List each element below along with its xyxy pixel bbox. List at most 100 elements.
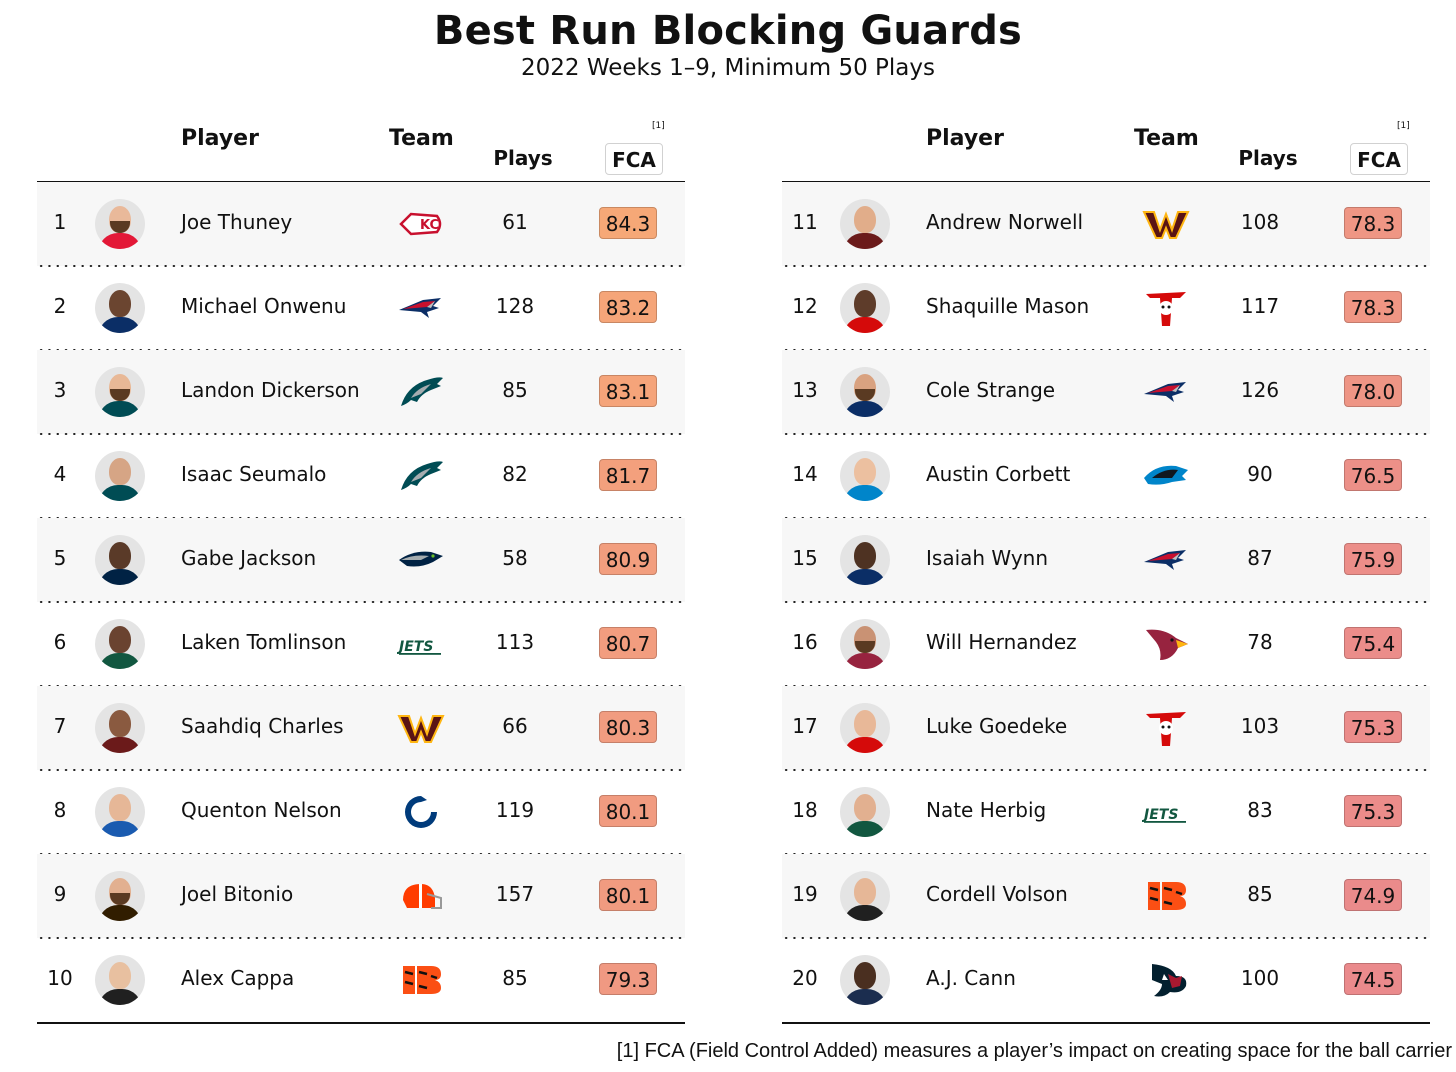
svg-text:JETS: JETS (1142, 807, 1178, 823)
fca-badge: 75.4 (1344, 627, 1402, 659)
rank-cell: 9 (53, 882, 67, 906)
rank-cell: 5 (53, 546, 67, 570)
plays-cell: 108 (1240, 210, 1280, 234)
player-headshot (840, 955, 890, 1005)
plays-cell: 61 (502, 210, 528, 234)
player-name: Isaac Seumalo (181, 462, 327, 486)
player-headshot (840, 619, 890, 669)
row-divider (782, 937, 1430, 939)
player-headshot (840, 535, 890, 585)
header-team: Team (389, 126, 454, 151)
header-fca: FCA (1350, 143, 1408, 175)
player-name: Nate Herbig (926, 798, 1047, 822)
table-row: 11 Andrew Norwell 108 78.3 (782, 182, 1430, 267)
table-row: 2 Michael Onwenu 128 83.2 (37, 266, 685, 351)
player-name: Isaiah Wynn (926, 546, 1049, 570)
player-name: Alex Cappa (181, 966, 295, 990)
fca-badge: 78.3 (1344, 207, 1402, 239)
table-row: 16 Will Hernandez 78 75.4 (782, 602, 1430, 687)
bengals-logo-icon (1142, 876, 1190, 916)
player-headshot (95, 451, 145, 501)
buccaneers-logo-icon (1142, 708, 1190, 748)
rank-cell: 15 (792, 546, 818, 570)
player-headshot (840, 703, 890, 753)
table-row: 7 Saahdiq Charles 66 80.3 (37, 686, 685, 771)
player-name: Will Hernandez (926, 630, 1077, 654)
plays-cell: 119 (495, 798, 535, 822)
fca-badge: 74.9 (1344, 879, 1402, 911)
footnote: [1] FCA (Field Control Added) measures a… (616, 1040, 1452, 1062)
svg-text:KC: KC (420, 218, 439, 233)
fca-badge: 80.1 (599, 879, 657, 911)
texans-logo-icon (1142, 960, 1190, 1000)
fca-badge: 81.7 (599, 459, 657, 491)
player-name: Joe Thuney (181, 210, 293, 234)
rank-cell: 16 (792, 630, 818, 654)
panthers-logo-icon (1142, 456, 1190, 496)
player-name: Shaquille Mason (926, 294, 1090, 318)
player-name: Gabe Jackson (181, 546, 317, 570)
player-headshot (840, 283, 890, 333)
plays-cell: 85 (1247, 882, 1273, 906)
table-row: 13 Cole Strange 126 78.0 (782, 350, 1430, 435)
colts-logo-icon (397, 792, 445, 832)
patriots-logo-icon (1142, 372, 1190, 412)
player-name: Austin Corbett (926, 462, 1071, 486)
eagles-logo-icon (397, 456, 445, 496)
rank-cell: 17 (792, 714, 818, 738)
table-row: 1 Joe Thuney KC 61 84.3 (37, 182, 685, 267)
plays-cell: 126 (1240, 378, 1280, 402)
rank-cell: 7 (53, 714, 67, 738)
header-plays: Plays (493, 146, 553, 170)
table-row: 6 Laken Tomlinson JETS 113 80.7 (37, 602, 685, 687)
plays-cell: 157 (495, 882, 535, 906)
rank-cell: 10 (47, 966, 73, 990)
table-row: 15 Isaiah Wynn 87 75.9 (782, 518, 1430, 603)
row-divider (37, 433, 685, 435)
patriots-logo-icon (1142, 540, 1190, 580)
row-divider (37, 769, 685, 771)
player-headshot (95, 283, 145, 333)
player-headshot (95, 703, 145, 753)
player-name: Michael Onwenu (181, 294, 347, 318)
header-plays: Plays (1238, 146, 1298, 170)
seahawks-logo-icon (397, 540, 445, 580)
player-headshot (95, 955, 145, 1005)
table-bottom-rule (782, 1022, 1430, 1024)
buccaneers-logo-icon (1142, 288, 1190, 328)
table-row: 10 Alex Cappa 85 79.3 (37, 938, 685, 1022)
plays-cell: 85 (502, 378, 528, 402)
player-headshot (840, 871, 890, 921)
row-divider (782, 433, 1430, 435)
commanders-logo-icon (1142, 204, 1190, 244)
player-headshot (840, 787, 890, 837)
fca-badge: 79.3 (599, 963, 657, 995)
table-row: 20 A.J. Cann 100 74.5 (782, 938, 1430, 1022)
table-row: 12 Shaquille Mason 117 78.3 (782, 266, 1430, 351)
fca-badge: 78.3 (1344, 291, 1402, 323)
player-name: Cole Strange (926, 378, 1056, 402)
fca-badge: 78.0 (1344, 375, 1402, 407)
jets-logo-icon: JETS (396, 624, 445, 664)
rank-cell: 2 (53, 294, 67, 318)
fca-badge: 80.3 (599, 711, 657, 743)
plays-cell: 85 (502, 966, 528, 990)
table-row: 14 Austin Corbett 90 76.5 (782, 434, 1430, 519)
row-divider (782, 769, 1430, 771)
fca-badge: 76.5 (1344, 459, 1402, 491)
fca-badge: 80.7 (599, 627, 657, 659)
patriots-logo-icon (397, 288, 445, 328)
fca-badge: 83.1 (599, 375, 657, 407)
rank-cell: 19 (792, 882, 818, 906)
player-name: Quenton Nelson (181, 798, 342, 822)
player-name: Andrew Norwell (926, 210, 1084, 234)
eagles-logo-icon (397, 372, 445, 412)
chiefs-logo-icon: KC (397, 204, 445, 244)
rank-cell: 18 (792, 798, 818, 822)
table-panel-left: Player Team Plays FCA [1] 1 Joe Thuney KC 6… (37, 118, 685, 1024)
fca-badge: 83.2 (599, 291, 657, 323)
rank-cell: 12 (792, 294, 818, 318)
fca-badge: 84.3 (599, 207, 657, 239)
header-fca-footnote-mark: [1] (1397, 121, 1410, 131)
player-headshot (95, 619, 145, 669)
